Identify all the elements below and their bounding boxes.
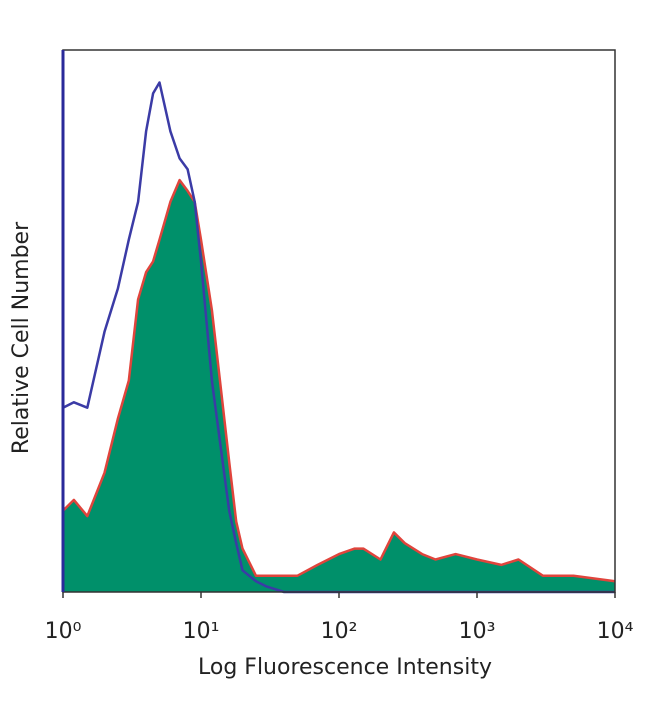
- x-tick-label: 10⁴: [597, 619, 634, 644]
- area-fill: [63, 180, 615, 592]
- x-tick-label: 10²: [321, 619, 358, 644]
- y-axis-label: Relative Cell Number: [9, 221, 34, 454]
- x-axis-label: Log Fluorescence Intensity: [198, 655, 492, 680]
- series-line: [62, 178, 616, 583]
- x-tick-label: 10¹: [183, 619, 220, 644]
- x-tick-label: 10⁰: [45, 619, 82, 644]
- x-tick-label: 10³: [459, 619, 496, 644]
